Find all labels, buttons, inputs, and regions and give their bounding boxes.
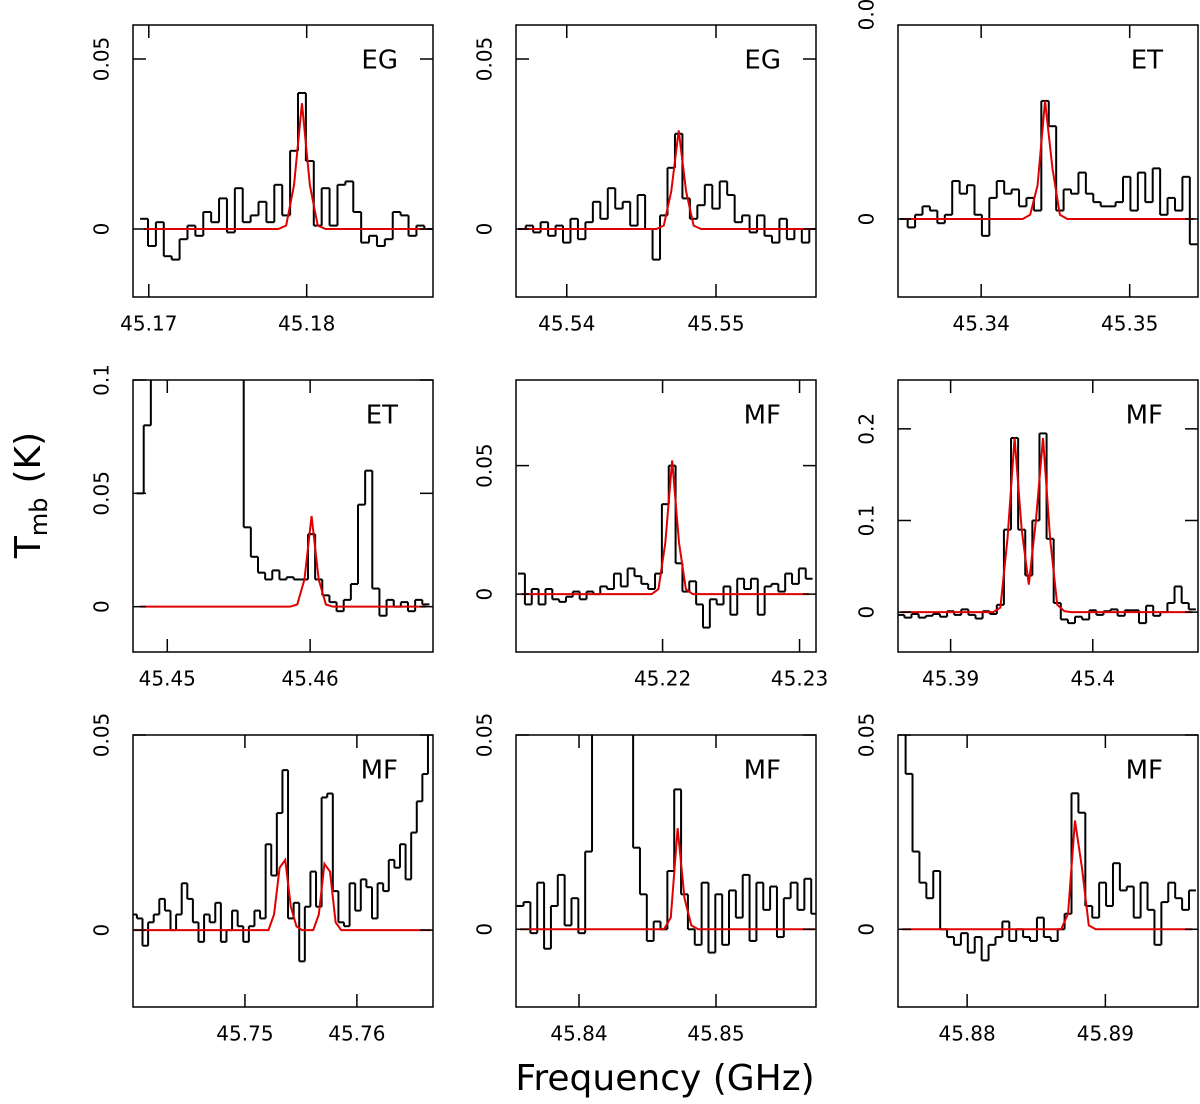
- panel: 45.34 45.35 0 0.05 ET: [855, 0, 1199, 336]
- y-tick-label: 0.05: [855, 0, 879, 30]
- y-tick-label: 0: [855, 213, 879, 226]
- panel: 45.88 45.89 0 0.05 MF: [855, 713, 1199, 1046]
- model-line: [140, 515, 426, 608]
- x-tick-label: 45.22: [634, 667, 691, 691]
- panel: 45.22 45.23 0 0.05 MF: [473, 379, 828, 691]
- y-tick-label: 0: [473, 223, 497, 236]
- model-line: [900, 437, 1193, 614]
- x-tick-label: 45.23: [771, 667, 828, 691]
- panel: 45.17 45.18 0 0.05 EG: [90, 24, 434, 336]
- panel: 45.45 45.46 0 0.05 0.1 ET: [90, 364, 434, 691]
- x-tick-label: 45.76: [328, 1022, 385, 1046]
- x-tick-label: 45.45: [139, 667, 196, 691]
- panel: 45.84 45.85 0 0.05 MF: [473, 713, 817, 1046]
- axes-frame: [515, 379, 817, 653]
- y-tick-label: 0: [473, 588, 497, 601]
- x-tick-label: 45.55: [687, 312, 744, 336]
- panel-label: EG: [361, 46, 398, 76]
- y-tick-label: 0.05: [855, 713, 879, 758]
- x-axis-label: Frequency (GHz): [515, 1058, 814, 1099]
- y-tick-label: 0.2: [855, 413, 879, 445]
- plot-area: [133, 735, 431, 963]
- y-tick-label: 0.05: [473, 713, 497, 758]
- panel: 45.39 45.4 0 0.1 0.2 MF: [855, 379, 1199, 691]
- panel-label: MF: [744, 401, 781, 431]
- y-tick-label: 0: [855, 923, 879, 936]
- axes-frame: [897, 379, 1199, 653]
- model-line: [521, 460, 810, 596]
- model-line: [520, 828, 815, 931]
- panel: 45.75 45.76 0 0.05 MF: [90, 713, 434, 1046]
- plot-area: [518, 130, 816, 261]
- axes-frame: [132, 734, 434, 1008]
- panel-label: MF: [1126, 756, 1163, 786]
- plot-area: [140, 92, 433, 261]
- panel-label: EG: [744, 46, 781, 76]
- y-tick-label: 0.1: [855, 505, 879, 537]
- x-tick-label: 45.88: [938, 1022, 995, 1046]
- model-line: [903, 100, 1194, 220]
- x-tick-label: 45.4: [1071, 667, 1116, 691]
- axes-frame: [515, 734, 817, 1008]
- panel-label: MF: [744, 756, 781, 786]
- axes-frame: [515, 24, 817, 298]
- axes-frame: [897, 734, 1199, 1008]
- y-tick-label: 0.05: [90, 713, 114, 758]
- y-tick-label: 0.1: [90, 364, 114, 396]
- axes-frame: [132, 24, 434, 298]
- panel-label: ET: [1131, 46, 1163, 76]
- y-tick-label: 0.05: [90, 471, 114, 516]
- x-tick-label: 45.85: [687, 1022, 744, 1046]
- y-tick-label: 0.05: [473, 443, 497, 488]
- x-tick-label: 45.54: [538, 312, 595, 336]
- y-tick-label: 0: [855, 606, 879, 619]
- axes-frame: [897, 24, 1199, 298]
- y-axis-label: Tmb (K): [8, 432, 53, 559]
- plot-area: [518, 460, 813, 629]
- y-label-unit: (K): [8, 432, 49, 484]
- y-tick-label: 0.05: [473, 37, 497, 82]
- axes-frame: [132, 379, 434, 653]
- y-tick-label: 0: [90, 600, 114, 613]
- y-tick-label: 0.05: [90, 37, 114, 82]
- y-label-subscript: mb: [25, 498, 53, 537]
- model-line: [134, 857, 431, 932]
- y-tick-label: 0: [90, 924, 114, 937]
- plot-area: [902, 735, 1196, 962]
- model-line: [521, 130, 814, 230]
- y-tick-label: 0: [90, 223, 114, 236]
- x-tick-label: 45.75: [216, 1022, 273, 1046]
- y-label-symbol: T: [8, 535, 49, 559]
- panel: 45.54 45.55 0 0.05 EG: [473, 24, 817, 336]
- x-tick-label: 45.46: [282, 667, 339, 691]
- plot-area: [516, 735, 816, 954]
- x-tick-label: 45.35: [1101, 312, 1158, 336]
- x-tick-label: 45.18: [278, 312, 335, 336]
- plot-area: [898, 432, 1196, 625]
- model-line: [144, 103, 429, 230]
- panel-label: ET: [366, 401, 398, 431]
- x-tick-label: 45.17: [120, 312, 177, 336]
- x-tick-label: 45.34: [953, 312, 1010, 336]
- y-tick-label: 0: [473, 923, 497, 936]
- panel-label: MF: [361, 756, 398, 786]
- model-line: [902, 820, 1193, 931]
- panel-label: MF: [1126, 401, 1163, 431]
- x-tick-label: 45.84: [550, 1022, 607, 1046]
- plot-area: [136, 380, 430, 617]
- x-tick-label: 45.39: [922, 667, 979, 691]
- plot-area: [900, 99, 1198, 246]
- x-tick-label: 45.89: [1077, 1022, 1134, 1046]
